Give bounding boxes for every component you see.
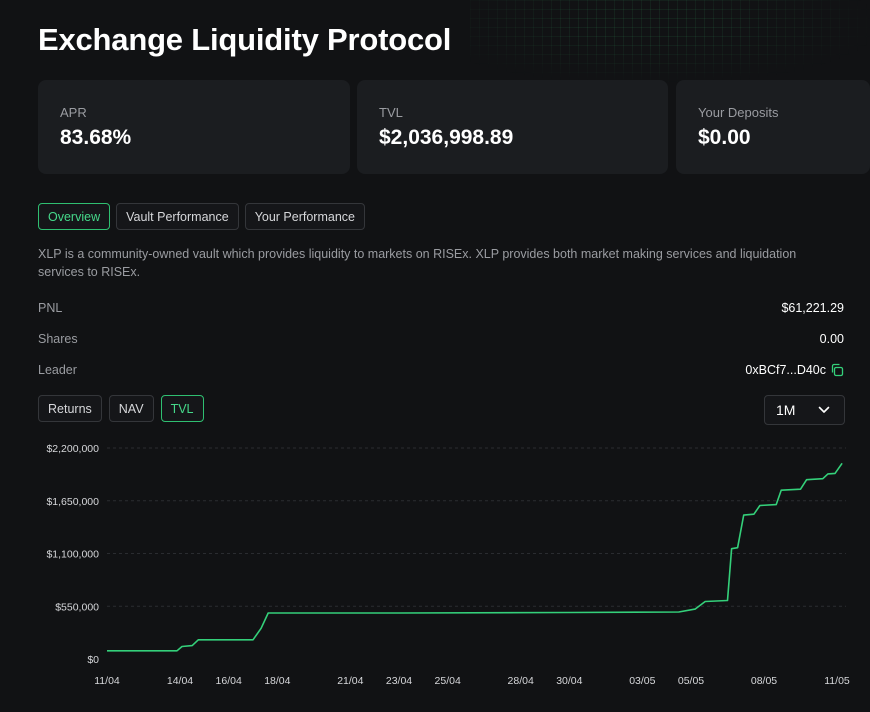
chevron-down-icon [818,406,830,413]
x-tick-label: 28/04 [508,675,534,687]
detail-row-shares: Shares 0.00 [38,330,844,348]
stat-label: TVL [379,105,403,120]
x-tick-label: 11/05 [824,675,850,687]
stat-value: 83.68% [60,126,132,149]
copy-icon[interactable] [830,363,844,377]
section-tabs: Overview Vault Performance Your Performa… [38,203,365,230]
header-grid-decoration [470,0,870,82]
y-tick-label: $1,100,000 [46,549,99,561]
stat-label: Your Deposits [698,105,779,120]
detail-value: 0.00 [819,332,844,346]
stats-row: APR 83.68% TVL $2,036,998.89 Your Deposi… [38,80,870,174]
chart-metric-tabs: Returns NAV TVL [38,395,204,422]
stat-card-tvl: TVL $2,036,998.89 [357,80,668,174]
y-tick-label: $0 [87,654,99,666]
x-tick-label: 21/04 [337,675,363,687]
x-tick-label: 03/05 [629,675,655,687]
stat-card-deposits: Your Deposits $0.00 [676,80,870,174]
detail-label: Shares [38,332,78,346]
detail-row-leader: Leader 0xBCf7...D40c [38,361,844,379]
time-range-value: 1M [776,402,796,418]
page-title: Exchange Liquidity Protocol [38,22,452,57]
x-tick-label: 11/04 [94,675,120,687]
detail-label: Leader [38,363,77,377]
x-tick-label: 23/04 [386,675,412,687]
x-tick-label: 16/04 [216,675,242,687]
x-tick-label: 14/04 [167,675,193,687]
stat-value: $2,036,998.89 [379,126,514,149]
stat-card-apr: APR 83.68% [38,80,350,174]
detail-label: PNL [38,301,63,315]
x-tick-label: 18/04 [264,675,290,687]
chart-tab-nav[interactable]: NAV [108,395,154,422]
y-tick-label: $1,650,000 [46,496,99,508]
tvl-chart: $0 $550,000 $1,100,000 $1,650,000 $2,200,000… [46,443,850,687]
y-tick-label: $550,000 [55,601,99,613]
time-range-select[interactable]: 1M [764,395,845,425]
chart-tab-returns[interactable]: Returns [38,395,102,422]
vault-description: XLP is a community-owned vault which pro… [38,247,797,279]
tab-overview[interactable]: Overview [38,203,111,230]
x-tick-label: 08/05 [751,675,777,687]
tab-vault-performance[interactable]: Vault Performance [116,203,239,230]
tab-your-performance[interactable]: Your Performance [244,203,365,230]
stat-label: APR [60,105,87,120]
detail-value: $61,221.29 [781,301,844,315]
detail-row-pnl: PNL $61,221.29 [38,299,844,317]
leader-address: 0xBCf7...D40c [745,363,826,377]
tvl-series-line [107,462,843,652]
leader-address-group: 0xBCf7...D40c [745,363,844,377]
x-tick-label: 25/04 [435,675,461,687]
x-tick-label: 30/04 [556,675,582,687]
chart-tab-tvl[interactable]: TVL [160,395,204,422]
y-tick-label: $2,200,000 [46,443,99,455]
stat-value: $0.00 [698,126,751,149]
x-tick-label: 05/05 [678,675,704,687]
